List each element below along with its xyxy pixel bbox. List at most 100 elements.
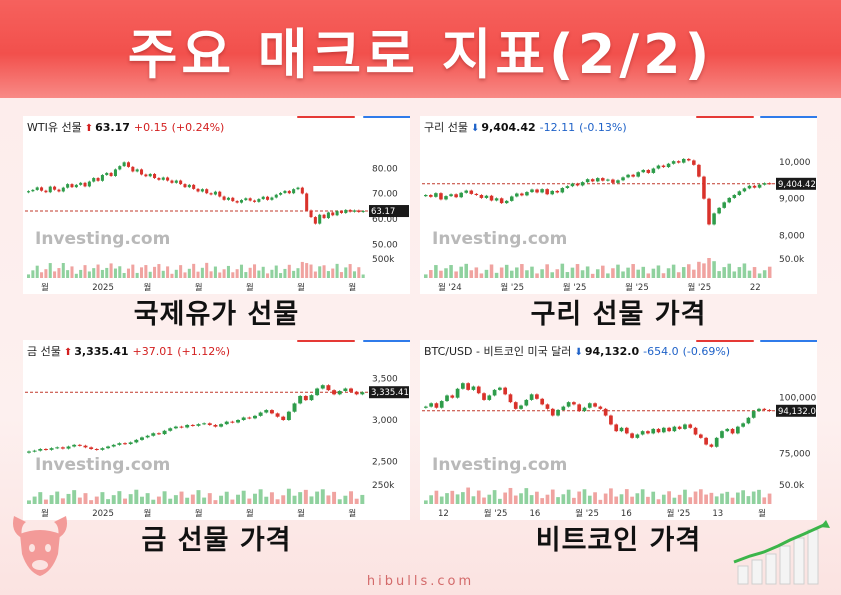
candle-body bbox=[179, 180, 183, 185]
candle-body bbox=[445, 395, 449, 402]
candle-body bbox=[646, 431, 650, 434]
candle-body bbox=[230, 421, 235, 423]
chart-header: 구리 선물 ⬇ 9,404.42 -12.11 (-0.13%) bbox=[424, 119, 627, 135]
volume-bar bbox=[162, 491, 167, 504]
y-tick-label: 3,500 bbox=[372, 375, 398, 385]
candle-body bbox=[292, 403, 297, 412]
gold-futures-chart-panel[interactable]: 금 선물 ⬆ 3,335.41 +37.01 (+1.12%) Investing.co… bbox=[23, 340, 410, 520]
candle-body bbox=[587, 403, 592, 408]
volume-bar bbox=[704, 494, 708, 504]
candle-body bbox=[762, 408, 767, 410]
tab-indicator-blue bbox=[363, 340, 410, 342]
volume-bar bbox=[287, 264, 291, 278]
copper-futures-chart-panel[interactable]: 구리 선물 ⬇ 9,404.42 -12.11 (-0.13%) Investing.c… bbox=[420, 116, 817, 294]
candle-body bbox=[122, 162, 126, 167]
volume-bar bbox=[735, 492, 740, 504]
volume-bar bbox=[479, 273, 484, 278]
volume-bar bbox=[72, 490, 77, 504]
candle-body bbox=[226, 197, 230, 200]
candle-body bbox=[313, 217, 317, 224]
volume-bar bbox=[687, 264, 691, 278]
volume-bar bbox=[168, 498, 173, 504]
last-price-tag bbox=[776, 177, 816, 190]
volume-bar bbox=[166, 266, 170, 278]
volume-bar bbox=[343, 495, 348, 504]
volume-bar bbox=[487, 494, 492, 504]
volume-bar bbox=[601, 265, 605, 278]
candle-body bbox=[35, 187, 39, 190]
volume-bar bbox=[609, 488, 613, 504]
candle-body bbox=[714, 437, 719, 447]
candle-body bbox=[213, 424, 218, 427]
candle-body bbox=[762, 183, 767, 185]
volume-bar bbox=[683, 489, 687, 504]
candle-body bbox=[561, 406, 566, 410]
volume-bar bbox=[560, 263, 565, 278]
investing-watermark: Investing.com bbox=[432, 229, 567, 249]
volume-bar bbox=[445, 493, 449, 504]
candle-body bbox=[264, 410, 269, 413]
tab-indicator-red bbox=[297, 340, 355, 342]
candle-body bbox=[269, 410, 274, 414]
volume-bar bbox=[751, 491, 756, 504]
price-change-pct: (-0.69%) bbox=[682, 345, 731, 358]
candle-body bbox=[140, 437, 144, 440]
oil-futures-chart-panel[interactable]: WTI유 선물 ⬆ 63.17 +0.15 (+0.24%) Investing.com… bbox=[23, 116, 410, 294]
volume-bar bbox=[275, 499, 280, 504]
candle-body bbox=[253, 415, 257, 419]
investing-watermark: Investing.com bbox=[35, 229, 170, 249]
candle-body bbox=[209, 193, 213, 195]
candle-body bbox=[717, 207, 721, 214]
bitcoin-chart-panel[interactable]: BTC/USD - 비트코인 미국 달러 ⬇ 94,132.0 -654.0 (-0.6… bbox=[420, 340, 817, 520]
volume-bar bbox=[55, 491, 60, 504]
volume-bar bbox=[439, 270, 443, 278]
volume-bar bbox=[113, 268, 117, 278]
candle-body bbox=[545, 189, 549, 195]
volume-bar bbox=[449, 265, 453, 278]
candle-body bbox=[83, 445, 88, 448]
candle-body bbox=[296, 187, 300, 190]
candle-body bbox=[309, 210, 313, 218]
candle-body bbox=[455, 388, 460, 398]
volume-bar bbox=[74, 273, 78, 278]
volume-bar bbox=[714, 496, 719, 504]
price-change: -12.11 bbox=[539, 121, 576, 134]
candle-body bbox=[540, 398, 545, 405]
candle-body bbox=[698, 434, 703, 438]
volume-bar bbox=[218, 272, 222, 278]
y-tick-label: 8,000 bbox=[779, 231, 805, 241]
candle-body bbox=[469, 190, 474, 194]
volume-bar bbox=[226, 265, 230, 278]
volume-bar bbox=[570, 267, 575, 278]
volume-bar bbox=[196, 490, 201, 504]
volume-bar bbox=[444, 268, 448, 278]
instrument-price: 63.17 bbox=[95, 121, 130, 134]
volume-bar bbox=[145, 493, 150, 504]
candle-body bbox=[48, 186, 52, 193]
x-tick-label: 월 bbox=[41, 282, 49, 293]
candle-body bbox=[244, 198, 248, 201]
volume-bar bbox=[83, 493, 88, 504]
volume-bar bbox=[545, 264, 549, 278]
candle-body bbox=[344, 209, 348, 213]
candle-body bbox=[687, 158, 691, 161]
volume-bar bbox=[520, 264, 524, 278]
volume-bar bbox=[298, 492, 303, 504]
candle-body bbox=[326, 385, 331, 391]
tab-indicator-blue bbox=[363, 116, 410, 118]
candle-body bbox=[550, 190, 554, 195]
x-tick-label: 월 bbox=[297, 508, 305, 519]
volume-bar bbox=[489, 264, 494, 278]
candle-body bbox=[318, 214, 322, 224]
volume-bar bbox=[44, 269, 48, 278]
candle-body bbox=[704, 437, 708, 445]
candle-body bbox=[454, 194, 458, 198]
candle-body bbox=[187, 184, 191, 188]
candle-body bbox=[636, 172, 640, 177]
candle-body bbox=[157, 178, 161, 180]
volume-bar bbox=[727, 263, 732, 278]
candle-body bbox=[513, 402, 518, 409]
volume-bar bbox=[565, 272, 570, 278]
candle-body bbox=[66, 184, 70, 188]
volume-bar bbox=[661, 273, 666, 278]
